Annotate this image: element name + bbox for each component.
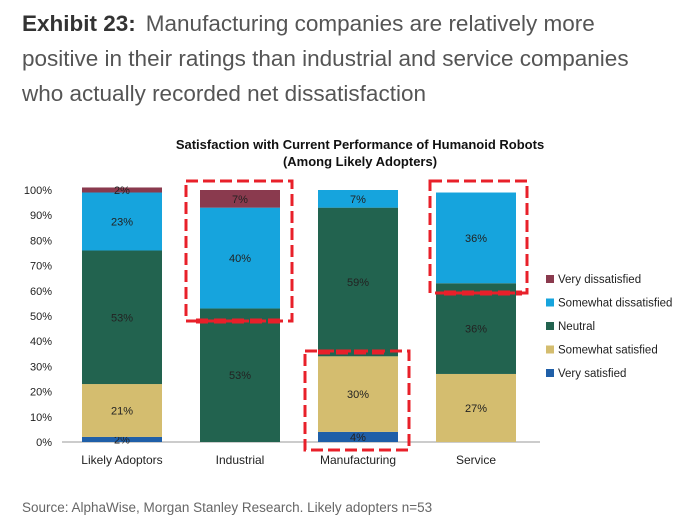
bar-segment (82, 187, 162, 193)
y-tick-label: 30% (30, 361, 52, 373)
bar-segment (82, 436, 162, 442)
data-label: 7% (350, 194, 366, 206)
y-tick-label: 90% (30, 210, 52, 222)
source-note: Source: AlphaWise, Morgan Stanley Resear… (22, 500, 433, 515)
bar-segment (82, 192, 162, 251)
bar-segment (436, 373, 516, 442)
data-label: 53% (229, 370, 251, 382)
chart-title: Satisfaction with Current Performance of… (175, 137, 545, 152)
bar-segment (318, 356, 398, 432)
category-label: Likely Adoptors (81, 453, 162, 467)
data-label: 30% (347, 389, 369, 401)
bar-segment (200, 190, 280, 208)
data-label: 21% (111, 406, 133, 418)
chart-subtitle: (Among Likely Adopters) (282, 154, 438, 169)
data-label: 27% (465, 403, 487, 415)
legend-label: Somewhat satisfied (558, 345, 658, 357)
legend-swatch (546, 345, 554, 354)
y-tick-label: 10% (30, 412, 52, 424)
bar-segment (200, 308, 280, 442)
data-label: 7% (232, 194, 248, 206)
y-tick-label: 70% (30, 261, 52, 273)
legend-label: Somewhat dissatisfied (558, 298, 672, 310)
y-tick-label: 50% (30, 311, 52, 323)
data-label: 36% (465, 233, 487, 245)
highlight-box-industrial (184, 179, 294, 323)
legend-swatch (546, 322, 554, 330)
legend-swatch (546, 275, 554, 283)
bar-segment (82, 250, 162, 385)
data-label: 4% (350, 432, 366, 444)
data-label: 2% (114, 185, 130, 197)
category-label: Industrial (216, 453, 265, 467)
bar-segment (436, 283, 516, 374)
legend-label: Very satisfied (558, 368, 626, 380)
y-tick-label: 80% (30, 235, 52, 247)
legend-label: Neutral (558, 321, 595, 333)
data-label: 36% (465, 324, 487, 336)
legend-label: Very dissatisfied (558, 274, 641, 286)
bar-segment (318, 207, 398, 357)
headline: Exhibit 23: Manufacturing companies are r… (22, 6, 672, 111)
y-tick-label: 20% (30, 387, 52, 399)
data-label: 59% (347, 277, 369, 289)
data-label: 23% (111, 217, 133, 229)
data-label: 2% (114, 434, 130, 446)
data-label: 53% (111, 312, 133, 324)
bar-segment (82, 384, 162, 437)
category-label: Manufacturing (320, 453, 396, 467)
highlight-box-service (428, 179, 529, 295)
legend-swatch (546, 369, 554, 377)
category-label: Service (456, 453, 496, 467)
bar-segment (436, 192, 516, 284)
y-tick-label: 100% (24, 185, 52, 197)
headline-text: Manufacturing companies are relatively m… (22, 11, 629, 106)
bar-segment (318, 190, 398, 208)
y-tick-label: 60% (30, 286, 52, 298)
data-label: 40% (229, 253, 251, 265)
legend-swatch (546, 298, 554, 307)
exhibit-label: Exhibit 23: (22, 11, 136, 36)
y-tick-label: 40% (30, 336, 52, 348)
bar-segment (200, 207, 280, 309)
y-tick-label: 0% (36, 437, 52, 449)
bar-segment (318, 431, 398, 442)
